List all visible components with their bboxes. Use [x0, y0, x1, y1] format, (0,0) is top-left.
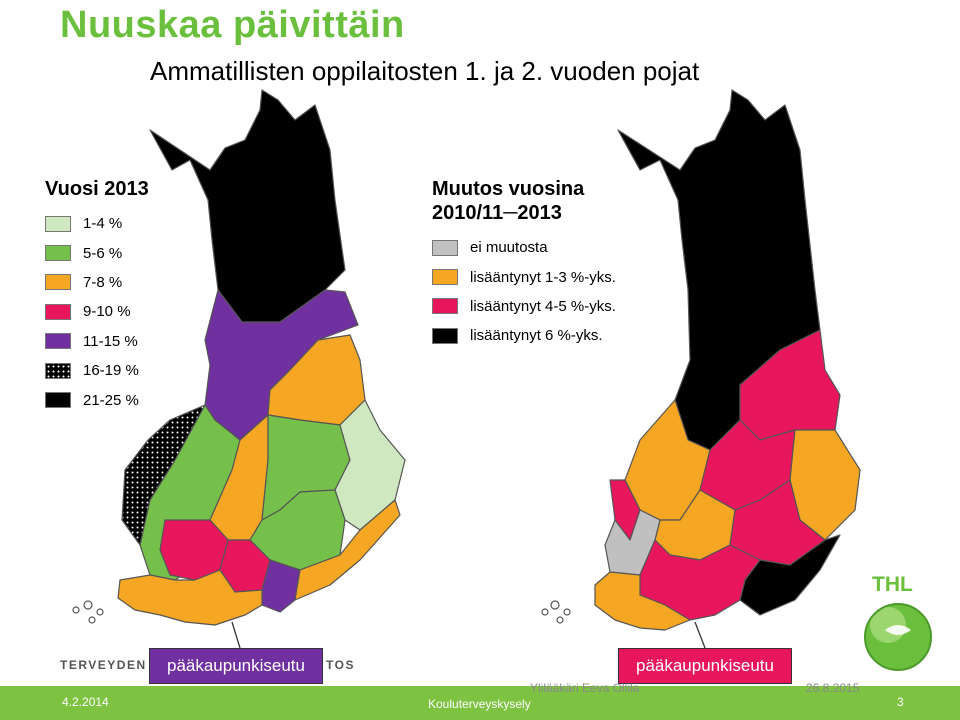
map-right	[541, 89, 861, 631]
region-kymenlaakso-left	[261, 559, 301, 613]
org-name-left: TERVEYDEN	[60, 658, 147, 672]
legend-label: lisääntynyt 6 %-yks.	[470, 327, 603, 345]
legend-left-item: 5-6 %	[45, 238, 149, 267]
legend-right-title: Muutos vuosina 2010/11─2013	[432, 177, 616, 225]
legend-label: 16-19 %	[83, 362, 139, 380]
legend-left-item: 7-8 %	[45, 268, 149, 297]
map-left	[72, 89, 406, 626]
thl-logo-text: THL	[872, 573, 913, 596]
legend-right-item: lisääntynyt 1-3 %-yks.	[432, 262, 616, 291]
legend-swatch	[45, 362, 71, 379]
legend-swatch	[432, 269, 458, 286]
legend-swatch	[45, 333, 71, 350]
region-southwest-left	[117, 569, 263, 626]
callout-line-right	[694, 621, 706, 649]
legend-label: 9-10 %	[83, 303, 131, 321]
legend-swatch	[45, 215, 71, 232]
org-name-right: TOS	[326, 658, 355, 672]
legend-label: lisääntynyt 1-3 %-yks.	[470, 268, 616, 286]
legend-right-item: lisääntynyt 4-5 %-yks.	[432, 292, 616, 321]
legend-right-item: ei muutosta	[432, 233, 616, 262]
legend-label: 5-6 %	[83, 244, 123, 262]
legend-year-2013: Vuosi 2013 1-4 % 5-6 % 7-8 % 9-10 % 11-1…	[45, 177, 149, 415]
legend-right-item: lisääntynyt 6 %-yks.	[432, 321, 616, 350]
legend-label: 21-25 %	[83, 391, 139, 409]
page-title: Nuuskaa päivittäin	[60, 4, 405, 46]
legend-right-title-line1: Muutos vuosina	[432, 178, 585, 200]
thl-globe-icon	[864, 603, 932, 671]
overlay-date: 26.8.2015	[806, 681, 860, 695]
capital-region-callout-right: pääkaupunkiseutu	[618, 648, 792, 684]
footer-date: 4.2.2014	[62, 695, 109, 709]
legend-swatch	[45, 392, 71, 409]
region-coast-dotted-left	[121, 404, 206, 546]
region-lapland-left	[149, 89, 346, 323]
legend-label: 1-4 %	[83, 215, 123, 233]
legend-left-item: 21-25 %	[45, 385, 149, 414]
legend-label: 7-8 %	[83, 273, 123, 291]
overlay-author: Ylilääkäri Eeva Ollila	[530, 681, 640, 695]
legend-change-2010-2013: Muutos vuosina 2010/11─2013 ei muutosta …	[432, 177, 616, 351]
legend-label: lisääntynyt 4-5 %-yks.	[470, 297, 616, 315]
legend-swatch	[45, 303, 71, 320]
legend-right-title-line2: 2010/11─2013	[432, 202, 562, 224]
capital-region-callout-left: pääkaupunkiseutu	[149, 648, 323, 684]
legend-left-title: Vuosi 2013	[45, 178, 149, 200]
legend-left-item: 1-4 %	[45, 209, 149, 238]
footer-survey-name: Kouluterveyskysely	[428, 697, 531, 711]
footer-bar: 4.2.2014 Kouluterveyskysely 3	[0, 686, 960, 720]
legend-swatch	[432, 298, 458, 315]
legend-swatch	[45, 245, 71, 262]
legend-swatch	[432, 239, 458, 256]
legend-left-item: 9-10 %	[45, 297, 149, 326]
footer-page-number: 3	[897, 695, 904, 709]
region-southeast-left	[294, 499, 401, 601]
legend-swatch	[45, 274, 71, 291]
region-southwest-orange-right	[594, 571, 691, 631]
legend-left-item: 16-19 %	[45, 356, 149, 385]
legend-swatch	[432, 327, 458, 344]
page-subtitle: Ammatillisten oppilaitosten 1. ja 2. vuo…	[150, 56, 700, 86]
callout-line-left	[231, 621, 241, 649]
legend-label: ei muutosta	[470, 239, 548, 257]
legend-left-item: 11-15 %	[45, 327, 149, 356]
legend-label: 11-15 %	[83, 332, 138, 350]
